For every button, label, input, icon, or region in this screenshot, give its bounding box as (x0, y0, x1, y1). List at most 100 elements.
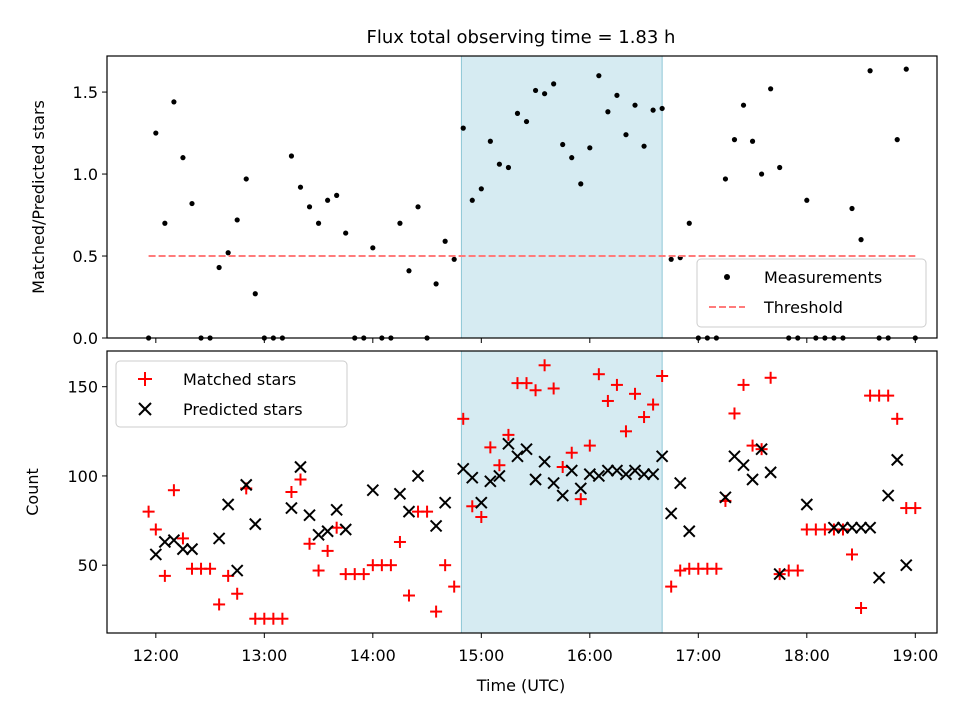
matched-stars-point (547, 382, 560, 395)
predicted-stars-point (321, 525, 334, 538)
predicted-stars-point (674, 476, 687, 490)
matched-stars-point (421, 505, 434, 518)
predicted-stars-point (592, 469, 606, 483)
top-data-layer (145, 66, 918, 341)
matched-stars-point (142, 505, 155, 518)
matched-stars-point (882, 389, 895, 402)
measurement-point (560, 141, 566, 148)
x-tick-label: 14:00 (350, 646, 396, 665)
bottom-legend-box (115, 360, 348, 428)
matched-stars-point (846, 548, 859, 561)
measurement-point (252, 291, 258, 297)
matched-stars-point (294, 473, 307, 486)
matched-stars-point (357, 568, 370, 581)
x-axis-label: Time (UTC) (476, 676, 565, 695)
measurement-point (768, 86, 774, 92)
matched-stars-point (176, 532, 189, 545)
predicted-stars-point (285, 501, 298, 515)
x-tick-label: 13:00 (241, 646, 287, 665)
predicted-stars-point (249, 517, 262, 531)
measurement-point (343, 230, 349, 236)
predicted-stars-point (393, 487, 407, 500)
measurement-point (740, 102, 747, 108)
predicted-stars-point (366, 484, 380, 497)
legend-matched-label: Matched stars (183, 370, 296, 389)
matched-stars-point (439, 559, 452, 572)
matched-stars-point (891, 412, 904, 425)
matched-stars-point (665, 580, 678, 593)
measurement-point (668, 256, 674, 262)
legend-matched-marker (138, 372, 152, 386)
matched-stars-point (402, 589, 415, 602)
measurement-point (442, 238, 448, 244)
measurement-point (153, 130, 159, 136)
measurement-point (551, 81, 557, 87)
measurement-point (189, 200, 195, 207)
measurement-point (722, 176, 729, 182)
predicted-stars-point (746, 473, 759, 486)
bottom-highlight-band (460, 350, 663, 634)
measurement-point (487, 138, 493, 144)
x-tick-label: 17:00 (675, 646, 721, 665)
matched-stars-point (430, 605, 443, 618)
top-legend: Measurements Threshold (696, 258, 927, 328)
matched-stars-point (312, 564, 325, 577)
predicted-stars-point (547, 476, 560, 490)
predicted-stars-point (303, 508, 316, 522)
measurement-point (171, 99, 177, 105)
matched-stars-point (619, 425, 632, 438)
matched-stars-point (656, 369, 669, 382)
matched-stars-point (167, 484, 180, 497)
matched-stars-point (538, 359, 551, 372)
bottom-y-tick-label: 50 (78, 556, 98, 575)
predicted-stars-point (719, 491, 732, 504)
matched-stars-point (330, 521, 343, 534)
predicted-stars-point (574, 482, 587, 495)
matched-stars-point (836, 523, 849, 536)
matched-stars-point (909, 502, 922, 515)
top-y-tick-label: 1.0 (73, 165, 98, 184)
matched-stars-point (638, 411, 651, 424)
matched-stars-point (149, 523, 162, 536)
measurement-point (903, 66, 909, 72)
measurement-point (397, 220, 403, 226)
predicted-stars-point (149, 548, 163, 561)
predicted-stars-point (240, 478, 253, 492)
top-y-tick-label: 1.5 (73, 83, 98, 102)
predicted-stars-point (628, 464, 642, 477)
bottom-legend: Matched stars Predicted stars (115, 360, 348, 428)
matched-stars-point (158, 569, 171, 582)
predicted-stars-point (891, 453, 904, 467)
measurement-point (849, 205, 855, 212)
measurement-point (632, 102, 638, 108)
x-tick-label: 12:00 (133, 646, 179, 665)
predicted-stars-point (520, 442, 533, 456)
matched-stars-point (448, 580, 461, 593)
bottom-y-axis-label: Count (23, 468, 42, 516)
predicted-stars-point (475, 496, 488, 509)
x-tick-label: 18:00 (784, 646, 830, 665)
predicted-stars-point (493, 469, 506, 483)
top-plot-frame (106, 55, 938, 339)
matched-stars-point (213, 598, 226, 611)
measurement-point (433, 281, 439, 287)
predicted-stars-point (683, 525, 696, 538)
bottom-y-tick-label: 150 (67, 378, 98, 397)
predicted-stars-point (221, 498, 235, 511)
measurement-point (650, 107, 656, 113)
predicted-stars-point (863, 521, 877, 534)
measurement-point (758, 171, 765, 177)
measurement-point (505, 164, 512, 171)
measurement-point (234, 217, 240, 223)
measurement-point (225, 250, 231, 256)
predicted-stars-point (339, 523, 352, 536)
matched-stars-point (746, 439, 759, 452)
measurement-point (451, 256, 457, 262)
x-tick-label: 19:00 (892, 646, 938, 665)
measurement-point (578, 181, 584, 187)
measurement-point (514, 110, 521, 116)
predicted-stars-point (655, 450, 669, 463)
top-legend-box (696, 258, 927, 328)
predicted-stars-point (529, 473, 542, 486)
measurement-point (162, 220, 168, 226)
